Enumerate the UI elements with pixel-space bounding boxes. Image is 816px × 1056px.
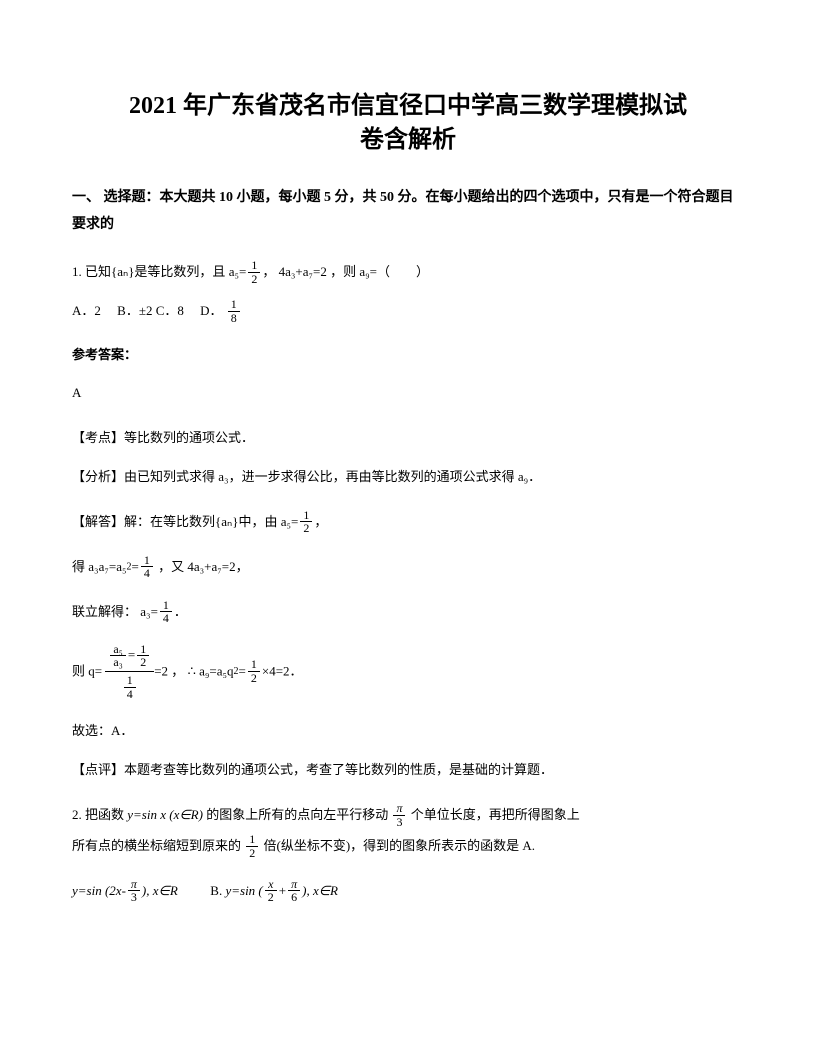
- q1-stem-b: ，则 a₉=（ ）: [330, 264, 429, 279]
- jd4-b: ，: [171, 664, 184, 679]
- jd2-frac: 14: [141, 554, 153, 580]
- jd3-a3: a₃=: [140, 604, 158, 619]
- q2-half: 12: [246, 833, 258, 859]
- q1-dianping: 【点评】本题考查等比数列的通项公式，考查了等比数列的性质，是基础的计算题．: [72, 754, 744, 785]
- q2-c: 个单位长度，再把所得图象上: [411, 807, 580, 822]
- jd3-frac: 14: [160, 599, 172, 625]
- jd2-lhs: a₃a₇=a₅: [88, 559, 126, 574]
- exam-page: 2021 年广东省茂名市信宜径口中学高三数学理模拟试 卷含解析 一、 选择题：本…: [0, 0, 816, 946]
- jd4-therefore: ∴: [188, 664, 200, 679]
- q1-options: A．2 B．±2 C．8 D． 18: [72, 295, 744, 326]
- q2-optb-plus: +: [279, 883, 286, 898]
- q1-opt-c: C．8: [156, 303, 184, 318]
- q1-a5-expr: a₅=: [229, 264, 247, 279]
- title-line-1: 2021 年广东省茂名市信宜径口中学高三数学理模拟试: [129, 93, 687, 119]
- jd4-eq3: =: [239, 664, 246, 679]
- q1-guxuan: 故选：A．: [72, 716, 744, 746]
- dp-text: 本题考查等比数列的通项公式，考查了等比数列的性质，是基础的计算题．: [124, 762, 553, 777]
- q2-pi3: π3: [393, 802, 405, 828]
- jd4-times4: ×4=2: [262, 664, 290, 679]
- jd2-b: ，又 4a₃+a₇=2，: [158, 559, 249, 574]
- q1-jieda-3: 联立解得： a₃=14．: [72, 596, 744, 627]
- q1-stem-a: 1. 已知{aₙ}是等比数列，且: [72, 264, 229, 279]
- fx-text: 由已知列式求得 a₃，进一步求得公比，再由等比数列的通项公式求得 a₉．: [124, 469, 541, 484]
- q2-fx: y=sin x (x∈R): [127, 807, 203, 822]
- q2-stem-line1: 2. 把函数 y=sin x (x∈R) 的图象上所有的点向左平行移动 π3 个…: [72, 799, 744, 830]
- q2-2b: 倍(纵坐标不变)，得到的图象所表示的函数是 A.: [264, 838, 536, 853]
- jd2-eq: =: [132, 559, 139, 574]
- q2-optb-pi6: π6: [288, 878, 300, 904]
- jd4-half: 12: [248, 658, 260, 684]
- q2-stem-line2: 所有点的横坐标缩短到原来的 12 倍(纵坐标不变)，得到的图象所表示的函数是 A…: [72, 830, 744, 861]
- q1-jieda-1: 【解答】解：在等比数列{aₙ}中，由 a₅=12，: [72, 506, 744, 537]
- jd4-c: ．: [290, 664, 303, 679]
- jd1-a5: a₅=: [281, 514, 299, 529]
- q2-optb-label: B.: [210, 883, 222, 898]
- fx-label: 【分析】: [72, 469, 124, 484]
- q1-answer: A: [72, 378, 744, 408]
- jd3-b: ．: [174, 604, 187, 619]
- q2-opta-end: ), x∈R: [142, 883, 178, 898]
- jd4-a: 则 q=: [72, 664, 102, 679]
- q1-answer-label: 参考答案：: [72, 340, 744, 370]
- jd4-a9: a₉=a₅q: [199, 664, 233, 679]
- section-1-heading: 一、 选择题：本大题共 10 小题，每小题 5 分，共 50 分。在每小题给出的…: [72, 185, 744, 238]
- q1-opt-d-frac: 18: [228, 298, 240, 324]
- q1-opt-a: A．2: [72, 303, 101, 318]
- title-line-2: 卷含解析: [360, 127, 456, 153]
- kd-label: 【考点】: [72, 430, 124, 445]
- q2-optb-end: ), x∈R: [302, 883, 338, 898]
- q2-opta-expr: y=sin (2x-: [72, 883, 126, 898]
- q1-a5-frac: 12: [248, 259, 260, 285]
- jd3-a: 联立解得：: [72, 604, 137, 619]
- jd1-a: 解：在等比数列{aₙ}中，由: [124, 514, 281, 529]
- q2-2a: 所有点的横坐标缩短到原来的: [72, 838, 244, 853]
- q2-optb-x2: x2: [265, 878, 277, 904]
- q1-cond2: 4a₃+a₇=2: [279, 264, 327, 279]
- q2-opts-ab: y=sin (2x-π3), x∈R B. y=sin (x2+π6), x∈R: [72, 875, 744, 906]
- jd2-a: 得: [72, 559, 88, 574]
- q2-opta-frac: π3: [128, 878, 140, 904]
- q1-opt-b: B．±2: [117, 303, 152, 318]
- q2-b: 的图象上所有的点向左平行移动: [206, 807, 391, 822]
- q1-opt-d: D．: [200, 303, 222, 318]
- kd-text: 等比数列的通项公式．: [124, 430, 254, 445]
- q2-a: 2. 把函数: [72, 807, 124, 822]
- q1-jieda-2: 得 a₃a₇=a₅2=14 ，又 4a₃+a₇=2，: [72, 551, 744, 582]
- jd4-bigfrac: a₅a₃=12 14: [105, 641, 154, 702]
- page-title: 2021 年广东省茂名市信宜径口中学高三数学理模拟试 卷含解析: [72, 90, 744, 157]
- jd-label: 【解答】: [72, 514, 124, 529]
- q1-comma1: ，: [262, 264, 275, 279]
- dp-label: 【点评】: [72, 762, 124, 777]
- jd1-b: ，: [314, 514, 327, 529]
- jd4-eq2: =2: [154, 664, 168, 679]
- q2-optb-1: y=sin (: [225, 883, 262, 898]
- q1-stem: 1. 已知{aₙ}是等比数列，且 a₅=12， 4a₃+a₇=2 ，则 a₉=（…: [72, 256, 744, 287]
- jd1-a5-frac: 12: [300, 509, 312, 535]
- q1-jieda-4: 则 q= a₅a₃=12 14 =2 ， ∴ a₉=a₅q2=12×4=2．: [72, 641, 744, 702]
- q1-fenxi: 【分析】由已知列式求得 a₃，进一步求得公比，再由等比数列的通项公式求得 a₉．: [72, 461, 744, 492]
- q1-kaodian: 【考点】等比数列的通项公式．: [72, 422, 744, 453]
